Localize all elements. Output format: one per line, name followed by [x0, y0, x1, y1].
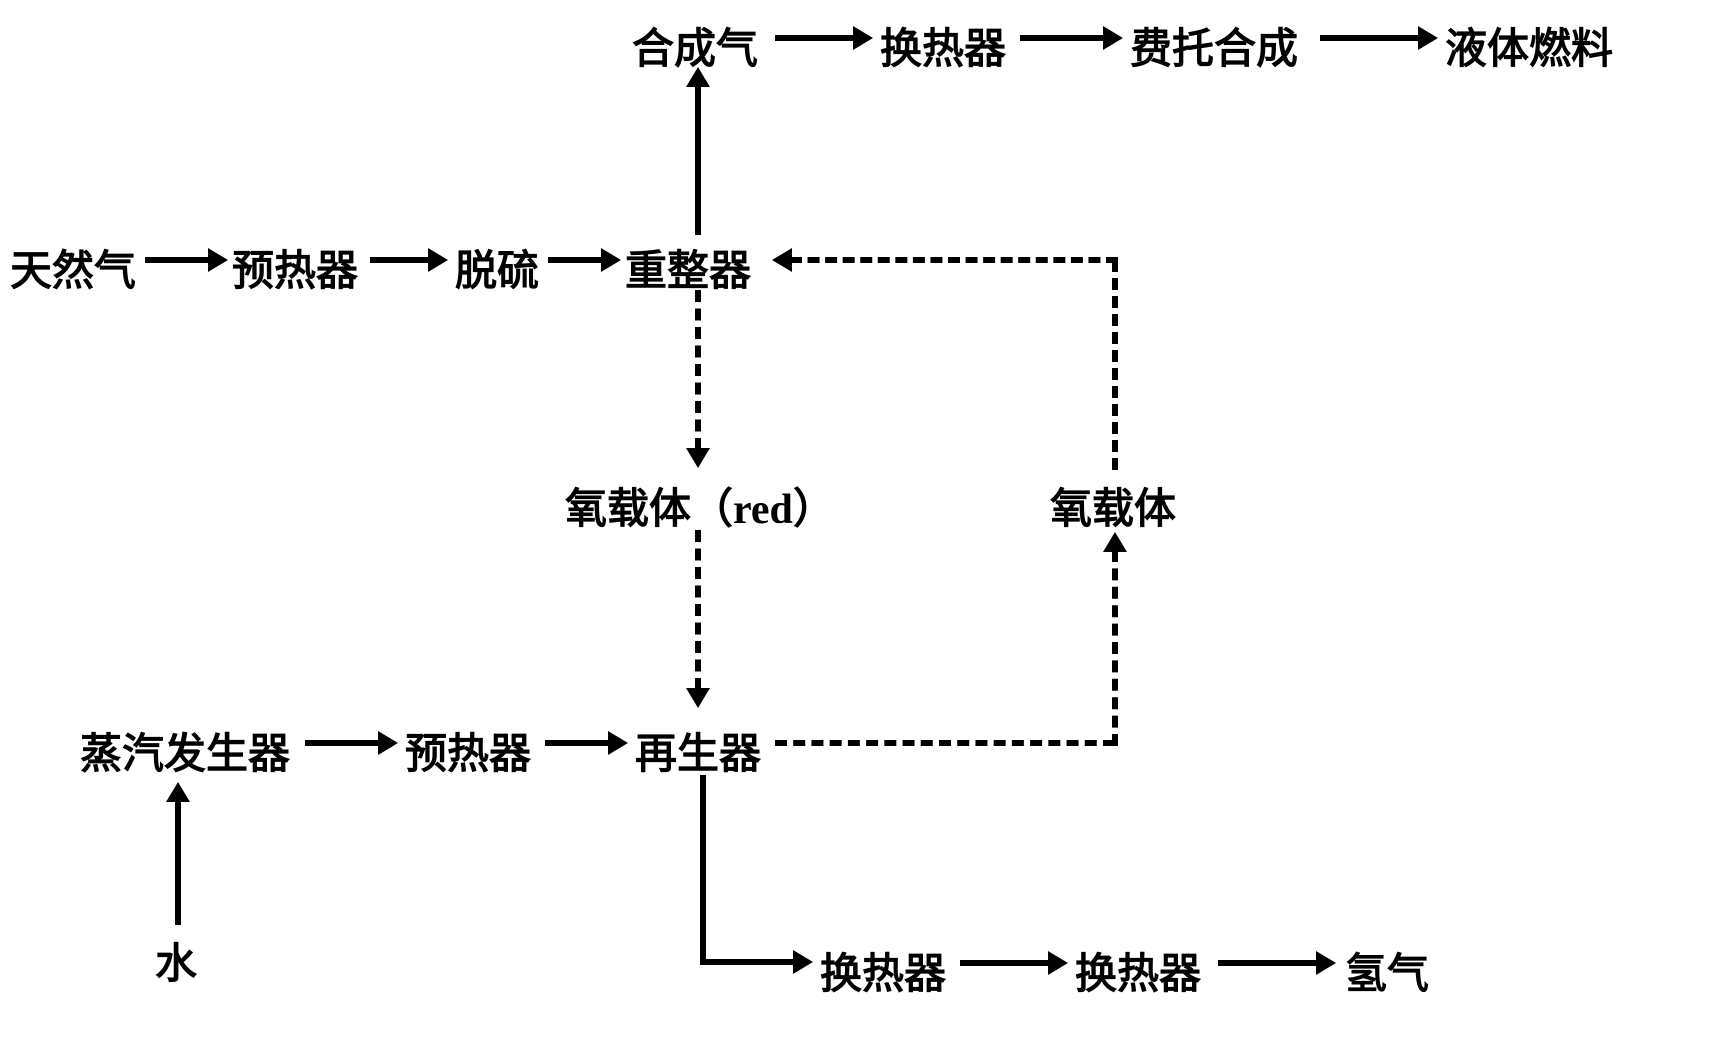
- node-preheater1: 预热器: [232, 237, 358, 298]
- edge-line-dashed: [1112, 550, 1118, 746]
- node-water: 水: [155, 930, 197, 991]
- node-heat-exchanger2: 换热器: [820, 940, 946, 1001]
- node-ft-synthesis: 费托合成: [1130, 15, 1298, 76]
- edge-line: [775, 35, 855, 41]
- arrow-head-icon: [1103, 26, 1123, 50]
- edge-line-dashed: [695, 290, 701, 450]
- edge-line: [305, 740, 380, 746]
- node-liquid-fuel: 液体燃料: [1445, 15, 1613, 76]
- node-oxygen-carrier-red: 氧载体（red）: [565, 475, 835, 536]
- arrow-head-icon: [166, 782, 190, 802]
- arrow-head-icon: [1418, 26, 1438, 50]
- arrow-head-icon: [428, 248, 448, 272]
- node-regenerator: 再生器: [635, 720, 761, 781]
- edge-line: [700, 775, 706, 965]
- arrow-head-icon: [853, 26, 873, 50]
- arrow-head-icon: [1103, 532, 1127, 552]
- node-natural-gas: 天然气: [10, 237, 136, 298]
- node-desulfurization: 脱硫: [455, 237, 539, 298]
- arrow-head-icon: [793, 950, 813, 974]
- arrow-head-icon: [208, 248, 228, 272]
- node-heat-exchanger1: 换热器: [880, 15, 1006, 76]
- arrow-head-icon: [686, 688, 710, 708]
- edge-line: [545, 740, 610, 746]
- node-reformer: 重整器: [625, 237, 751, 298]
- arrow-head-icon: [772, 248, 792, 272]
- edge-line: [695, 85, 701, 235]
- edge-line: [1320, 35, 1420, 41]
- arrow-head-icon: [686, 448, 710, 468]
- arrow-head-icon: [608, 731, 628, 755]
- arrow-head-icon: [1316, 951, 1336, 975]
- edge-line: [145, 257, 210, 263]
- edge-line-dashed: [695, 530, 701, 690]
- edge-line: [960, 960, 1050, 966]
- edge-line-dashed: [790, 257, 1118, 263]
- arrow-head-icon: [601, 248, 621, 272]
- node-oxygen-carrier: 氧载体: [1050, 475, 1176, 536]
- node-steam-generator: 蒸汽发生器: [80, 720, 290, 781]
- edge-line-dashed: [775, 740, 1115, 746]
- edge-line: [1218, 960, 1318, 966]
- edge-line: [1020, 35, 1105, 41]
- edge-line: [175, 800, 181, 925]
- node-preheater2: 预热器: [405, 720, 531, 781]
- edge-line-dashed: [1112, 260, 1118, 470]
- edge-line: [370, 257, 430, 263]
- arrow-head-icon: [686, 67, 710, 87]
- edge-line: [548, 257, 603, 263]
- edge-line: [700, 959, 795, 965]
- arrow-head-icon: [1048, 951, 1068, 975]
- arrow-head-icon: [378, 731, 398, 755]
- node-heat-exchanger3: 换热器: [1075, 940, 1201, 1001]
- node-hydrogen: 氢气: [1345, 940, 1429, 1001]
